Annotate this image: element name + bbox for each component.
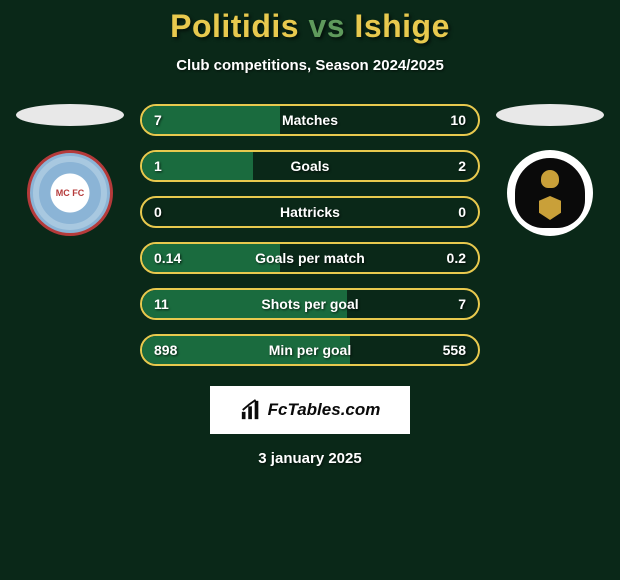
right-team-crest bbox=[507, 150, 593, 236]
stat-label: Goals bbox=[291, 158, 330, 174]
subtitle: Club competitions, Season 2024/2025 bbox=[0, 57, 620, 74]
phoenix-icon bbox=[515, 158, 585, 228]
vs-separator: vs bbox=[308, 8, 345, 44]
stat-label: Shots per goal bbox=[261, 296, 358, 312]
stat-bar: 11 Shots per goal 7 bbox=[140, 288, 480, 320]
player1-name: Politidis bbox=[170, 8, 299, 44]
stat-bar: 898 Min per goal 558 bbox=[140, 334, 480, 366]
stat-label: Hattricks bbox=[280, 204, 340, 220]
stat-value-left: 7 bbox=[154, 112, 162, 128]
stat-value-right: 10 bbox=[450, 112, 466, 128]
brand-chart-icon bbox=[240, 399, 262, 421]
right-player-ellipse bbox=[496, 104, 604, 126]
stats-column: 7 Matches 10 1 Goals 2 0 Hattricks 0 0.14 Goals pe… bbox=[140, 104, 480, 366]
right-side-column bbox=[490, 104, 610, 236]
brand-text: FcTables.com bbox=[268, 400, 381, 420]
stat-value-right: 558 bbox=[443, 342, 466, 358]
stat-value-right: 2 bbox=[458, 158, 466, 174]
stat-bar: 7 Matches 10 bbox=[140, 104, 480, 136]
stat-value-right: 0.2 bbox=[447, 250, 466, 266]
stat-value-right: 0 bbox=[458, 204, 466, 220]
player2-name: Ishige bbox=[354, 8, 449, 44]
main-row: MC FC 7 Matches 10 1 Goals 2 0 Hattricks 0 0.14 Go… bbox=[0, 104, 620, 366]
stat-value-left: 11 bbox=[154, 296, 169, 312]
stat-fill bbox=[142, 106, 280, 134]
brand-box: FcTables.com bbox=[210, 386, 410, 434]
stat-value-left: 0 bbox=[154, 204, 162, 220]
left-team-crest: MC FC bbox=[27, 150, 113, 236]
left-player-ellipse bbox=[16, 104, 124, 126]
stat-bar: 1 Goals 2 bbox=[140, 150, 480, 182]
left-side-column: MC FC bbox=[10, 104, 130, 236]
comparison-title: Politidis vs Ishige bbox=[0, 8, 620, 45]
stat-label: Goals per match bbox=[255, 250, 365, 266]
stat-value-left: 0.14 bbox=[154, 250, 181, 266]
stat-value-right: 7 bbox=[458, 296, 466, 312]
stat-value-left: 898 bbox=[154, 342, 177, 358]
stat-value-left: 1 bbox=[154, 158, 162, 174]
left-crest-label: MC FC bbox=[55, 178, 85, 208]
date: 3 january 2025 bbox=[0, 450, 620, 467]
stat-label: Matches bbox=[282, 112, 338, 128]
stat-bar: 0 Hattricks 0 bbox=[140, 196, 480, 228]
stat-label: Min per goal bbox=[269, 342, 351, 358]
stat-bar: 0.14 Goals per match 0.2 bbox=[140, 242, 480, 274]
